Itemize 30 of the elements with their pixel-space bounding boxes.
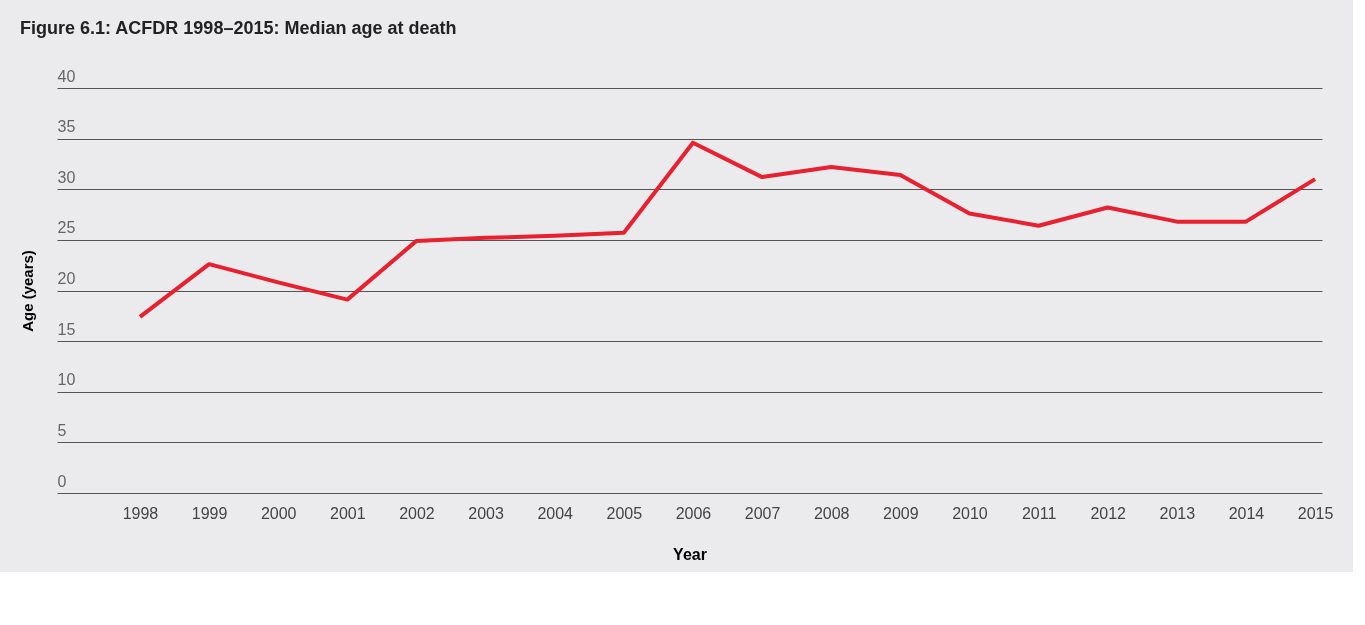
chart-title: Figure 6.1: ACFDR 1998–2015: Median age at death (20, 18, 457, 38)
x-axis-title: Year (673, 545, 707, 563)
x-tick-label: 2001 (330, 504, 366, 522)
y-tick-label: 20 (57, 270, 76, 287)
y-tick-label: 5 (57, 421, 67, 439)
x-tick-label: 2011 (1021, 504, 1057, 522)
x-tick-label: 2000 (260, 504, 297, 522)
y-tick-label: 30 (57, 168, 76, 186)
y-tick-label: 40 (57, 67, 76, 85)
x-tick-label: 2008 (813, 504, 850, 522)
x-tick-label: 2006 (675, 504, 712, 522)
y-tick-label: 0 (57, 472, 67, 490)
x-tick-label: 2004 (537, 504, 574, 522)
y-tick-label: 25 (57, 219, 76, 237)
x-tick-label: 2012 (1090, 504, 1127, 522)
x-tick-label: 2003 (468, 504, 504, 522)
x-tick-label: 1998 (122, 504, 159, 522)
x-tick-label: 2013 (1159, 504, 1196, 522)
y-tick-label: 15 (57, 320, 76, 338)
x-tick-label: 2007 (744, 504, 781, 522)
x-tick-label: 2014 (1228, 504, 1265, 522)
y-tick-label: 10 (57, 371, 76, 389)
x-tick-label: 2009 (883, 504, 919, 522)
x-tick-label: 1999 (191, 504, 228, 522)
x-tick-label: 2002 (399, 504, 435, 522)
y-tick-label: 35 (57, 118, 76, 136)
y-axis-title: Age (years) (18, 250, 36, 332)
x-tick-label: 2005 (606, 504, 643, 522)
x-tick-label: 2010 (952, 504, 988, 522)
x-tick-label: 2015 (1297, 504, 1334, 522)
